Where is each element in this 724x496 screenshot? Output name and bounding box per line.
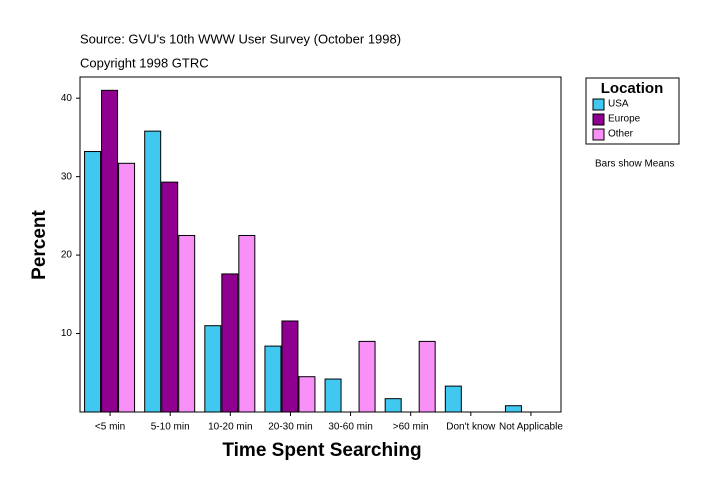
legend-swatch: [592, 128, 605, 141]
x-tick-label: Don't know: [446, 422, 496, 433]
bar: [418, 340, 436, 413]
copyright-note: Copyright 1998 GTRC: [80, 55, 209, 70]
bar: [144, 130, 162, 413]
bar: [504, 405, 522, 413]
x-tick-label: <5 min: [95, 422, 125, 433]
x-tick-label: >60 min: [393, 422, 429, 433]
x-tick-label: 20-30 min: [268, 422, 312, 433]
x-axis-title: Time Spent Searching: [222, 440, 421, 461]
legend-label: Europe: [608, 114, 641, 125]
bar: [384, 398, 402, 413]
x-tick-label: 30-60 min: [328, 422, 372, 433]
legend-swatch: [592, 113, 605, 126]
bar: [84, 151, 102, 413]
plot-frame: [79, 76, 562, 413]
x-tick-label: 5-10 min: [151, 422, 190, 433]
bar: [298, 376, 316, 413]
legend-label: Other: [608, 129, 634, 140]
bar: [178, 234, 196, 413]
bar: [281, 320, 299, 413]
y-tick-label: 20: [61, 250, 73, 261]
bar: [204, 325, 222, 413]
bar: [101, 89, 119, 413]
legend-title: Location: [601, 80, 664, 97]
bar: [161, 181, 179, 413]
bar: [221, 273, 239, 413]
bar: [324, 378, 342, 413]
y-axis-title: Percent: [29, 209, 50, 279]
bar: [358, 340, 376, 413]
x-tick-label: Not Applicable: [499, 422, 563, 433]
legend-swatch: [592, 98, 605, 111]
note: Bars show Means: [595, 159, 674, 170]
bar: [238, 234, 256, 413]
source-note: Source: GVU's 10th WWW User Survey (Octo…: [80, 31, 401, 46]
x-tick-label: 10-20 min: [208, 422, 252, 433]
y-tick-label: 40: [61, 93, 73, 104]
y-tick-label: 30: [61, 171, 73, 182]
bar: [118, 162, 136, 413]
y-tick-label: 10: [61, 328, 73, 339]
bar: [264, 345, 282, 413]
bar: [444, 385, 462, 413]
legend-label: USA: [608, 99, 629, 110]
